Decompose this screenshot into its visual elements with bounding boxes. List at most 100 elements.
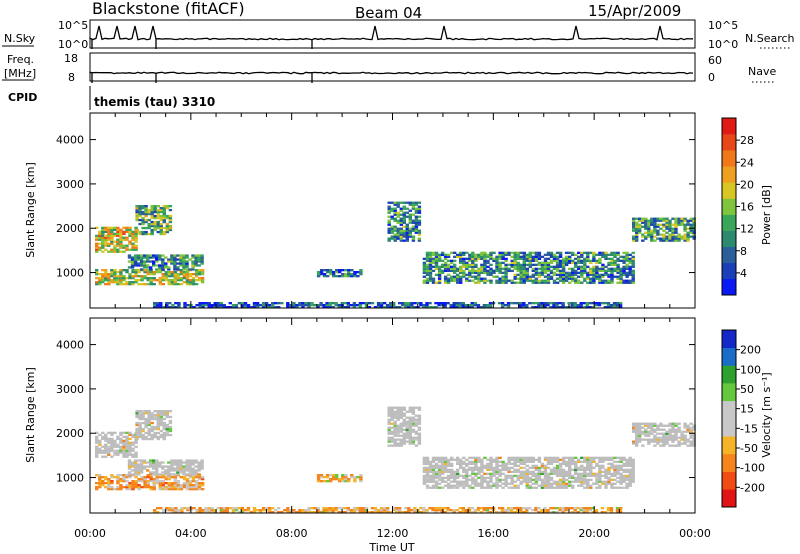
heatmap-cell [153,435,157,439]
heatmap-cell [417,207,422,210]
heatmap-cell [414,229,419,232]
heatmap-cell [200,463,204,466]
heatmap-cell [471,470,475,473]
colorbar-swatch [722,230,736,247]
heatmap-cell [249,511,254,514]
heatmap-cell [589,470,593,473]
heatmap-cell [516,267,520,270]
heatmap-cell [188,459,192,462]
heatmap-cell [446,476,451,479]
heatmap-cell [483,478,487,481]
heatmap-cell [428,259,433,262]
heatmap-cell [552,480,557,483]
heatmap-cell [501,267,505,270]
heatmap-cell [165,306,169,309]
heatmap-cell [347,275,351,278]
heatmap-cell [396,205,400,208]
heatmap-cell [159,412,163,415]
heatmap-cell [411,428,416,431]
heatmap-cell [139,260,144,263]
heatmap-cell [449,304,453,307]
heatmap-cell [183,306,187,309]
heatmap-cell [574,478,578,481]
heatmap-cell [531,267,535,270]
heatmap-cell [361,302,366,305]
heatmap-cell [182,258,186,261]
heatmap-cell [552,271,557,274]
heatmap-cell [561,470,566,473]
heatmap-cell [153,205,157,208]
heatmap-cell [450,462,454,465]
heatmap-cell [337,306,341,309]
heatmap-cell [607,257,611,260]
heatmap-cell [98,441,102,444]
heatmap-cell [528,486,532,489]
heatmap-cell [165,302,169,305]
heatmap-cell [131,238,135,241]
heatmap-cell [647,426,651,429]
heatmap-cell [382,509,387,512]
heatmap-cell [131,248,135,251]
heatmap-cell [577,478,581,481]
heatmap-cell [159,216,163,220]
heatmap-cell [159,214,163,218]
heatmap-cell [264,302,269,305]
heatmap-cell [176,467,180,470]
heatmap-cell [555,261,560,264]
heatmap-cell [549,259,554,262]
heatmap-cell [564,462,569,465]
heatmap-cell [393,211,397,214]
heatmap-cell [128,443,132,446]
heatmap-cell [519,302,523,305]
heatmap-cell [325,476,330,479]
heatmap-cell [486,271,490,274]
heatmap-cell [543,267,548,270]
heatmap-cell [434,261,439,264]
heatmap-cell [167,486,171,489]
colorbar-swatch [722,278,736,296]
heatmap-cell [561,511,565,514]
heatmap-cell [116,277,120,280]
heatmap-cell [325,509,329,512]
nsky-panel-frame [89,19,696,49]
heatmap-cell [422,482,427,485]
heatmap-cell [116,480,120,483]
heatmap-cell [156,224,160,228]
heatmap-cell [534,458,539,461]
heatmap-cell [167,268,171,271]
heatmap-cell [162,412,166,415]
heatmap-cell [434,509,438,512]
heatmap-cell [519,267,523,270]
heatmap-cell [686,444,690,447]
heatmap-cell [165,507,169,510]
heatmap-cell [598,480,602,483]
heatmap-cell [546,472,551,475]
heatmap-cell [116,445,120,448]
heatmap-cell [582,302,586,305]
heatmap-cell [153,509,157,512]
heatmap-cell [408,217,412,220]
heatmap-cell [568,257,572,260]
heatmap-cell [577,281,581,284]
heatmap-cell [119,445,123,448]
heatmap-cell [316,511,320,514]
heatmap-cell [543,509,547,512]
heatmap-cell [325,306,329,309]
heatmap-cell [411,418,416,421]
heatmap-cell [592,277,596,280]
heatmap-cell [349,304,353,307]
heatmap-cell [417,219,422,222]
nsky-tick-bottom: 10^0 [58,38,88,51]
heatmap-cell [398,306,402,309]
heatmap-cell [289,511,293,514]
heatmap-cell [150,214,154,218]
heatmap-cell [607,281,611,284]
heatmap-cell [185,459,189,462]
heatmap-cell [128,240,132,243]
y-tick-label: 4000 [56,339,84,352]
heatmap-cell [610,279,614,282]
heatmap-cell [597,302,602,305]
heatmap-cell [471,486,475,489]
heatmap-cell [662,434,666,437]
heatmap-cell [399,233,403,236]
